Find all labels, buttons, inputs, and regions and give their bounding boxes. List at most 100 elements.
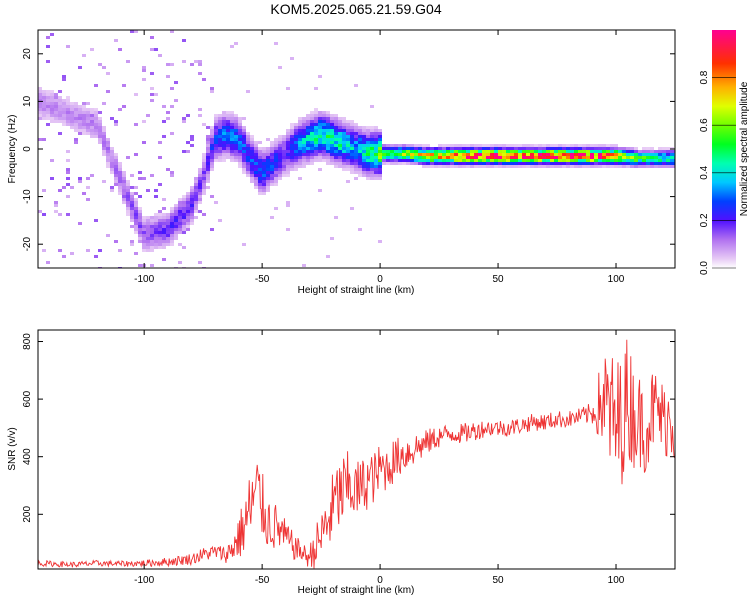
heatmap-cell [206,162,210,165]
x-tick-label: -100 [134,575,154,586]
heatmap-cell [526,153,530,156]
heatmap-cell [38,93,42,96]
heatmap-cell [538,147,542,150]
heatmap-cell [46,108,50,111]
heatmap-cell [418,150,422,153]
heatmap-cell [258,168,262,171]
heatmap-cell [142,141,146,144]
heatmap-cell [66,105,70,108]
heatmap-cell [258,183,262,186]
heatmap-cell [254,177,258,180]
heatmap-cell [562,153,566,156]
heatmap-cell [450,162,454,165]
heatmap-cell [322,159,326,162]
heatmap-cell [558,147,562,150]
heatmap-cell [274,141,278,144]
heatmap-cell [214,201,218,204]
heatmap-cell [274,159,278,162]
heatmap-cell [134,123,138,126]
heatmap-cell [282,141,286,144]
heatmap-cell [270,183,274,186]
heatmap-cell [362,138,366,141]
heatmap-cell [290,135,294,138]
heatmap-cell [146,189,150,192]
heatmap-cell [342,120,346,123]
heatmap-cell [262,153,266,156]
heatmap-cell [326,123,330,126]
heatmap-cell [42,189,46,192]
heatmap-cell [310,159,314,162]
heatmap-cell [614,156,618,159]
heatmap-cell [318,135,322,138]
heatmap-cell [394,150,398,153]
heatmap-cell [594,156,598,159]
y-tick-label: 600 [22,390,33,407]
heatmap-cell [270,168,274,171]
heatmap-cell [346,141,350,144]
heatmap-cell [226,156,230,159]
heatmap-cell [102,141,106,144]
heatmap-cell [386,162,390,165]
heatmap-cell [278,174,282,177]
heatmap-cell [370,168,374,171]
heatmap-cell [582,153,586,156]
heatmap-cell [54,204,58,207]
heatmap-cell [262,189,266,192]
heatmap-cell [378,153,382,156]
heatmap-cell [562,144,566,147]
heatmap-cell [106,234,110,237]
heatmap-cell [370,147,374,150]
heatmap-cell [206,159,210,162]
heatmap-cell [474,150,478,153]
heatmap-cell [114,168,118,171]
heatmap-cell [298,120,302,123]
heatmap-cell [222,138,226,141]
heatmap-cell [234,159,238,162]
heatmap-cell [202,192,206,195]
heatmap-cell [382,156,386,159]
heatmap-cell [570,144,574,147]
heatmap-cell [246,138,250,141]
heatmap-cell [230,141,234,144]
heatmap-cell [294,168,298,171]
heatmap-cell [118,177,122,180]
heatmap-cell [606,165,610,168]
heatmap-cell [590,144,594,147]
heatmap-cell [182,216,186,219]
heatmap-cell [494,159,498,162]
heatmap-cell [574,150,578,153]
heatmap-cell [238,153,242,156]
heatmap-cell [334,114,338,117]
heatmap-cell [74,141,78,144]
heatmap-cell [342,147,346,150]
heatmap-cell [642,147,646,150]
heatmap-cell [610,165,614,168]
heatmap-cell [74,114,78,117]
heatmap-cell [322,129,326,132]
heatmap-cell [354,168,358,171]
heatmap-cell [102,138,106,141]
heatmap-cell [258,165,262,168]
heatmap-cell [346,159,350,162]
heatmap-cell [58,105,62,108]
heatmap-cell [206,138,210,141]
heatmap-cell [202,78,206,81]
heatmap-cell [626,150,630,153]
heatmap-cell [586,156,590,159]
heatmap-cell [594,159,598,162]
heatmap-cell [302,141,306,144]
heatmap-cell [306,156,310,159]
heatmap-cell [330,153,334,156]
heatmap-cell [342,141,346,144]
heatmap-cell [110,171,114,174]
y-tick-label: 200 [22,506,33,523]
heatmap-cell [238,135,242,138]
heatmap-cell [566,153,570,156]
heatmap-cell [218,150,222,153]
heatmap-cell [150,228,154,231]
heatmap-cell [110,159,114,162]
heatmap-cell [462,144,466,147]
heatmap-cell [310,129,314,132]
heatmap-cell [82,129,86,132]
heatmap-cell [318,144,322,147]
